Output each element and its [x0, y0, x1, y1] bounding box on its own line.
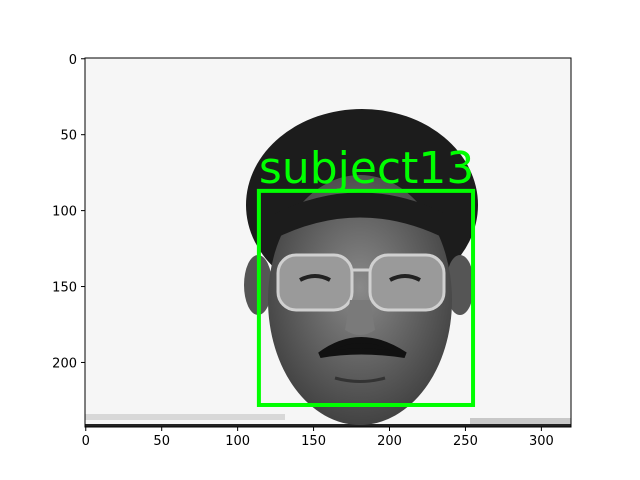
x-tick-label: 0 [82, 434, 90, 449]
x-tick-label: 200 [377, 434, 402, 449]
y-tick-label: 100 [52, 205, 77, 220]
y-tick-label: 150 [52, 281, 77, 296]
x-tick-label: 250 [453, 434, 478, 449]
y-tick-label: 200 [52, 356, 77, 371]
x-tick-label: 150 [301, 434, 326, 449]
y-tick-label: 0 [69, 53, 77, 68]
x-tick-label: 100 [225, 434, 250, 449]
y-tick-label: 50 [60, 129, 77, 144]
photo [85, 58, 571, 427]
x-tick-label: 300 [529, 434, 554, 449]
axes-frame [84, 57, 572, 428]
box-label: subject13 [259, 143, 474, 194]
x-tick-label: 50 [153, 434, 170, 449]
bounding-box [256, 188, 476, 407]
